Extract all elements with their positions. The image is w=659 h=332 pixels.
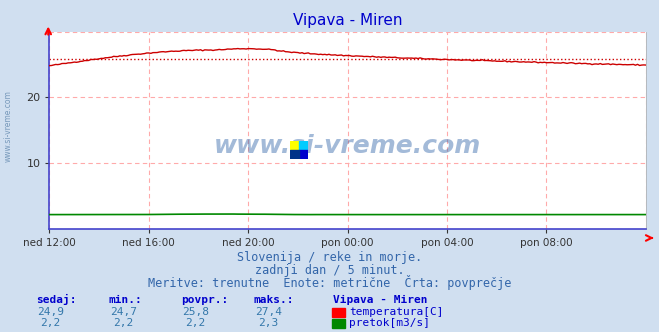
Text: Vipava - Miren: Vipava - Miren [333, 295, 427, 305]
Text: temperatura[C]: temperatura[C] [349, 307, 444, 317]
Text: 25,8: 25,8 [183, 307, 209, 317]
Text: pretok[m3/s]: pretok[m3/s] [349, 318, 430, 328]
Text: maks.:: maks.: [254, 295, 294, 305]
Text: povpr.:: povpr.: [181, 295, 229, 305]
Bar [290, 141, 299, 150]
Text: www.si-vreme.com: www.si-vreme.com [4, 90, 13, 162]
Title: Vipava - Miren: Vipava - Miren [293, 13, 403, 28]
Text: 27,4: 27,4 [255, 307, 281, 317]
Bar [299, 141, 308, 150]
Text: 2,2: 2,2 [113, 318, 133, 328]
Text: www.si-vreme.com: www.si-vreme.com [214, 134, 481, 158]
Text: 2,2: 2,2 [41, 318, 61, 328]
Bar [299, 150, 308, 159]
Text: min.:: min.: [109, 295, 142, 305]
Text: Slovenija / reke in morje.: Slovenija / reke in morje. [237, 251, 422, 264]
Text: sedaj:: sedaj: [36, 294, 76, 305]
Text: Meritve: trenutne  Enote: metrične  Črta: povprečje: Meritve: trenutne Enote: metrične Črta: … [148, 275, 511, 290]
Text: zadnji dan / 5 minut.: zadnji dan / 5 minut. [254, 264, 405, 277]
Text: 24,7: 24,7 [110, 307, 136, 317]
Text: 2,3: 2,3 [258, 318, 278, 328]
Bar [290, 150, 299, 159]
Text: 2,2: 2,2 [186, 318, 206, 328]
Text: 24,9: 24,9 [38, 307, 64, 317]
